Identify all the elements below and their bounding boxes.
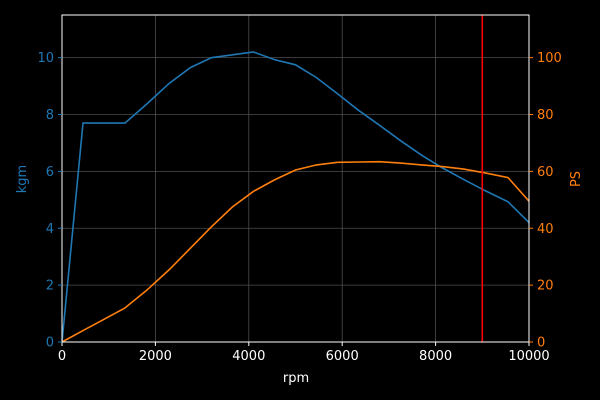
y-left-tick-label: 4 xyxy=(46,222,54,237)
x-tick-label: 8000 xyxy=(419,349,452,364)
x-axis-label: rpm xyxy=(283,371,309,386)
y-left-tick-label: 0 xyxy=(46,336,54,351)
y-left-tick-label: 10 xyxy=(37,51,54,66)
series-group xyxy=(61,51,530,343)
x-axis: 0 2000 4000 6000 8000 10000 xyxy=(58,342,550,364)
y-left-tick-label: 8 xyxy=(46,108,54,123)
y-right-tick-label: 40 xyxy=(537,222,554,237)
y-right-tick-label: 20 xyxy=(537,279,554,294)
y-left-tick-label: 6 xyxy=(46,165,54,180)
y-right-tick-label: 0 xyxy=(537,336,545,351)
x-tick-label: 0 xyxy=(58,349,66,364)
y-axis-right-label: PS xyxy=(569,171,584,187)
x-tick-label: 2000 xyxy=(139,349,172,364)
y-axis-right: 0 20 40 60 80 100 xyxy=(529,51,562,351)
x-tick-label: 6000 xyxy=(326,349,359,364)
plot-frame xyxy=(61,14,530,343)
series-line-power xyxy=(61,160,530,343)
x-tick-label: 10000 xyxy=(508,349,549,364)
y-axis-left: 0 2 4 6 8 10 xyxy=(37,51,62,351)
x-tick-label: 4000 xyxy=(232,349,265,364)
y-right-tick-label: 80 xyxy=(537,108,554,123)
y-right-tick-label: 100 xyxy=(537,51,562,66)
y-right-tick-label: 60 xyxy=(537,165,554,180)
y-left-tick-label: 2 xyxy=(46,279,54,294)
series-line-torque xyxy=(61,51,530,343)
y-axis-left-label: kgm xyxy=(15,165,30,193)
